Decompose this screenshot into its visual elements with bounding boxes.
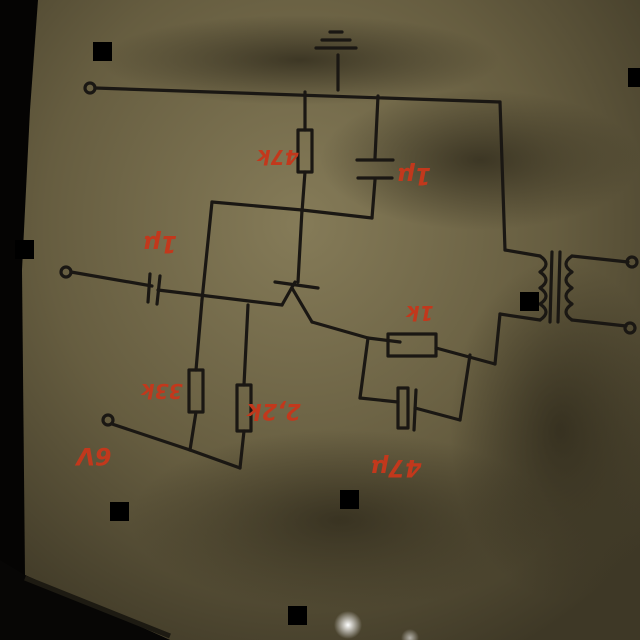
label-33k: 33k [140,379,183,403]
shadow-band [100,15,500,105]
transistor [273,280,320,324]
label-1u-top: 1µ [397,162,431,190]
capacitor-47u [396,386,410,430]
shadow-band [130,430,550,610]
ground-symbol [314,30,358,92]
resistor-1k [386,332,438,358]
label-47k: 47k [256,145,300,169]
board-edge [0,560,170,640]
capacitor-1u-input [146,272,152,304]
label-47u: 47µ [370,454,422,482]
transformer [493,248,639,366]
label-1u-input: 1µ [143,230,177,258]
label-1k: 1k [405,301,434,325]
redaction-squares [15,42,640,625]
label-2-2k: 2,2k [246,398,301,423]
light-reflection [334,611,362,639]
label-6v: 6V [74,442,112,470]
schematic [59,30,639,470]
shadow-band [320,90,640,230]
light-reflection [401,629,419,640]
